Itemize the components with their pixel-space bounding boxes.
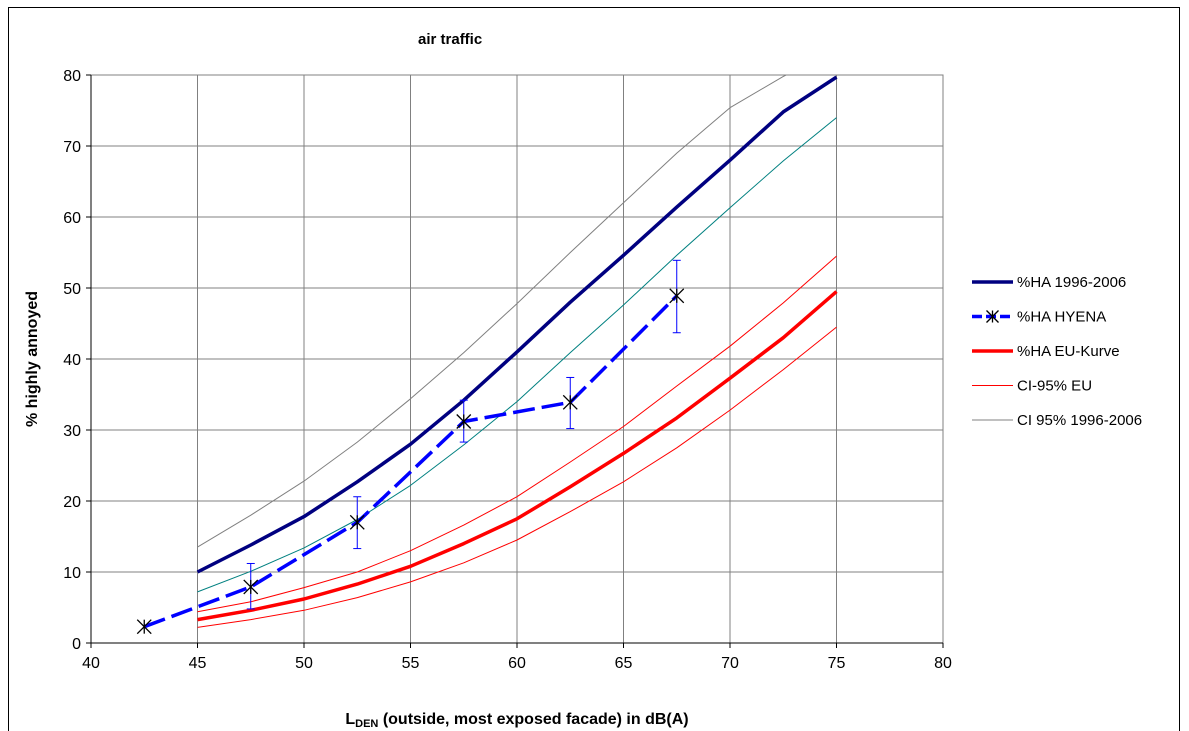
y-tick-label: 30: [63, 423, 81, 440]
series-line-5: [197, 74, 787, 548]
legend-label-3: CI-95% EU: [1017, 378, 1092, 395]
y-tick-label: 20: [63, 494, 81, 511]
x-tick-label: 75: [828, 655, 846, 672]
y-tick-label: 10: [63, 565, 81, 582]
y-tick-label: 0: [72, 636, 81, 653]
data-point-marker: [136, 619, 152, 635]
series-line-3: [197, 255, 837, 613]
y-tick-label: 60: [63, 210, 81, 227]
legend-label-5: CI 95% 1996-2006: [1017, 412, 1142, 429]
y-tick-label: 70: [63, 139, 81, 156]
data-point-marker: [669, 288, 685, 304]
x-tick-label: 65: [615, 655, 633, 672]
series-line-1: [143, 294, 679, 629]
legend-label-0: %HA 1996-2006: [1017, 274, 1126, 291]
x-tick-label: 50: [295, 655, 313, 672]
chart-title: air traffic: [418, 31, 482, 48]
series-layer: [136, 74, 838, 635]
series-line-0: [196, 75, 838, 574]
y-axis-title: % highly annoyed: [24, 291, 41, 427]
x-axis-title-main: L: [345, 711, 355, 728]
legend: %HA 1996-2006 %HA HYENA %HA EU-Kurve CI-95%…: [972, 274, 1142, 429]
x-axis-title-rest: (outside, most exposed facade) in dB(A): [378, 711, 688, 728]
data-point-marker: [243, 579, 259, 595]
x-tick-label: 45: [189, 655, 207, 672]
x-axis-title-sub: DEN: [355, 718, 378, 730]
legend-label-2: %HA EU-Kurve: [1017, 343, 1120, 360]
series-line-4: [197, 326, 837, 628]
series-line-2: [197, 290, 838, 622]
legend-label-1: %HA HYENA: [1017, 309, 1106, 326]
data-point-marker: [349, 514, 365, 530]
x-tick-label: 70: [721, 655, 739, 672]
y-tick-label: 40: [63, 352, 81, 369]
series-line-6: [197, 117, 837, 593]
grid: [90, 74, 944, 644]
y-tick-label: 80: [63, 68, 81, 85]
x-tick-label: 40: [82, 655, 100, 672]
data-point-marker: [562, 394, 578, 410]
x-tick-label: 60: [508, 655, 526, 672]
axes: 0 10 20 30 40 50 60 70 80 40 45 50 55 60 65 70 75 80: [63, 68, 952, 672]
y-tick-label: 50: [63, 281, 81, 298]
x-tick-label: 80: [934, 655, 952, 672]
x-tick-label: 55: [402, 655, 420, 672]
data-point-marker: [456, 414, 472, 429]
x-axis-title: LDEN (outside, most exposed facade) in d…: [345, 711, 688, 730]
